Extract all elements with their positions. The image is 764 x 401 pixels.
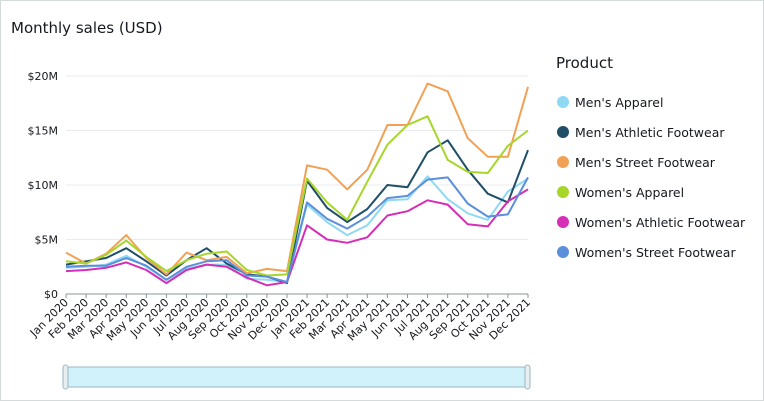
legend-item[interactable]: Men's Apparel xyxy=(575,95,663,110)
gridlines xyxy=(66,75,528,295)
legend-swatch xyxy=(557,216,569,228)
y-tick-label: $15M xyxy=(28,125,59,138)
range-slider-left-handle[interactable] xyxy=(62,364,69,390)
legend-swatch xyxy=(557,156,569,168)
series-line[interactable] xyxy=(65,115,529,277)
legend-item[interactable]: Women's Athletic Footwear xyxy=(575,215,746,230)
y-tick-label: $0 xyxy=(44,288,58,301)
legend-item[interactable]: Women's Apparel xyxy=(575,185,684,200)
series-lines xyxy=(65,82,529,287)
legend-swatch xyxy=(557,186,569,198)
chart-range-slider[interactable] xyxy=(62,364,531,390)
series-line[interactable] xyxy=(65,188,529,287)
legend-item[interactable]: Men's Athletic Footwear xyxy=(575,125,725,140)
legend-swatch xyxy=(557,96,569,108)
y-tick-label: $5M xyxy=(35,234,59,247)
series-line[interactable] xyxy=(65,139,529,285)
chart-title: Monthly sales (USD) xyxy=(11,19,163,37)
legend-swatch xyxy=(557,246,569,258)
legend: Product Men's Apparel Men's Athletic Foot… xyxy=(556,54,746,260)
legend-item[interactable]: Men's Street Footwear xyxy=(575,155,716,170)
legend-swatch xyxy=(557,126,569,138)
y-tick-label: $10M xyxy=(28,179,59,192)
y-tick-label: $20M xyxy=(28,70,59,83)
series-line[interactable] xyxy=(65,176,529,283)
legend-item[interactable]: Women's Street Footwear xyxy=(575,245,736,260)
y-axis: $0 $5M $10M $15M $20M xyxy=(28,70,59,301)
range-slider-right-handle[interactable] xyxy=(524,364,531,390)
legend-title: Product xyxy=(556,54,613,72)
range-slider-track[interactable] xyxy=(65,366,529,388)
